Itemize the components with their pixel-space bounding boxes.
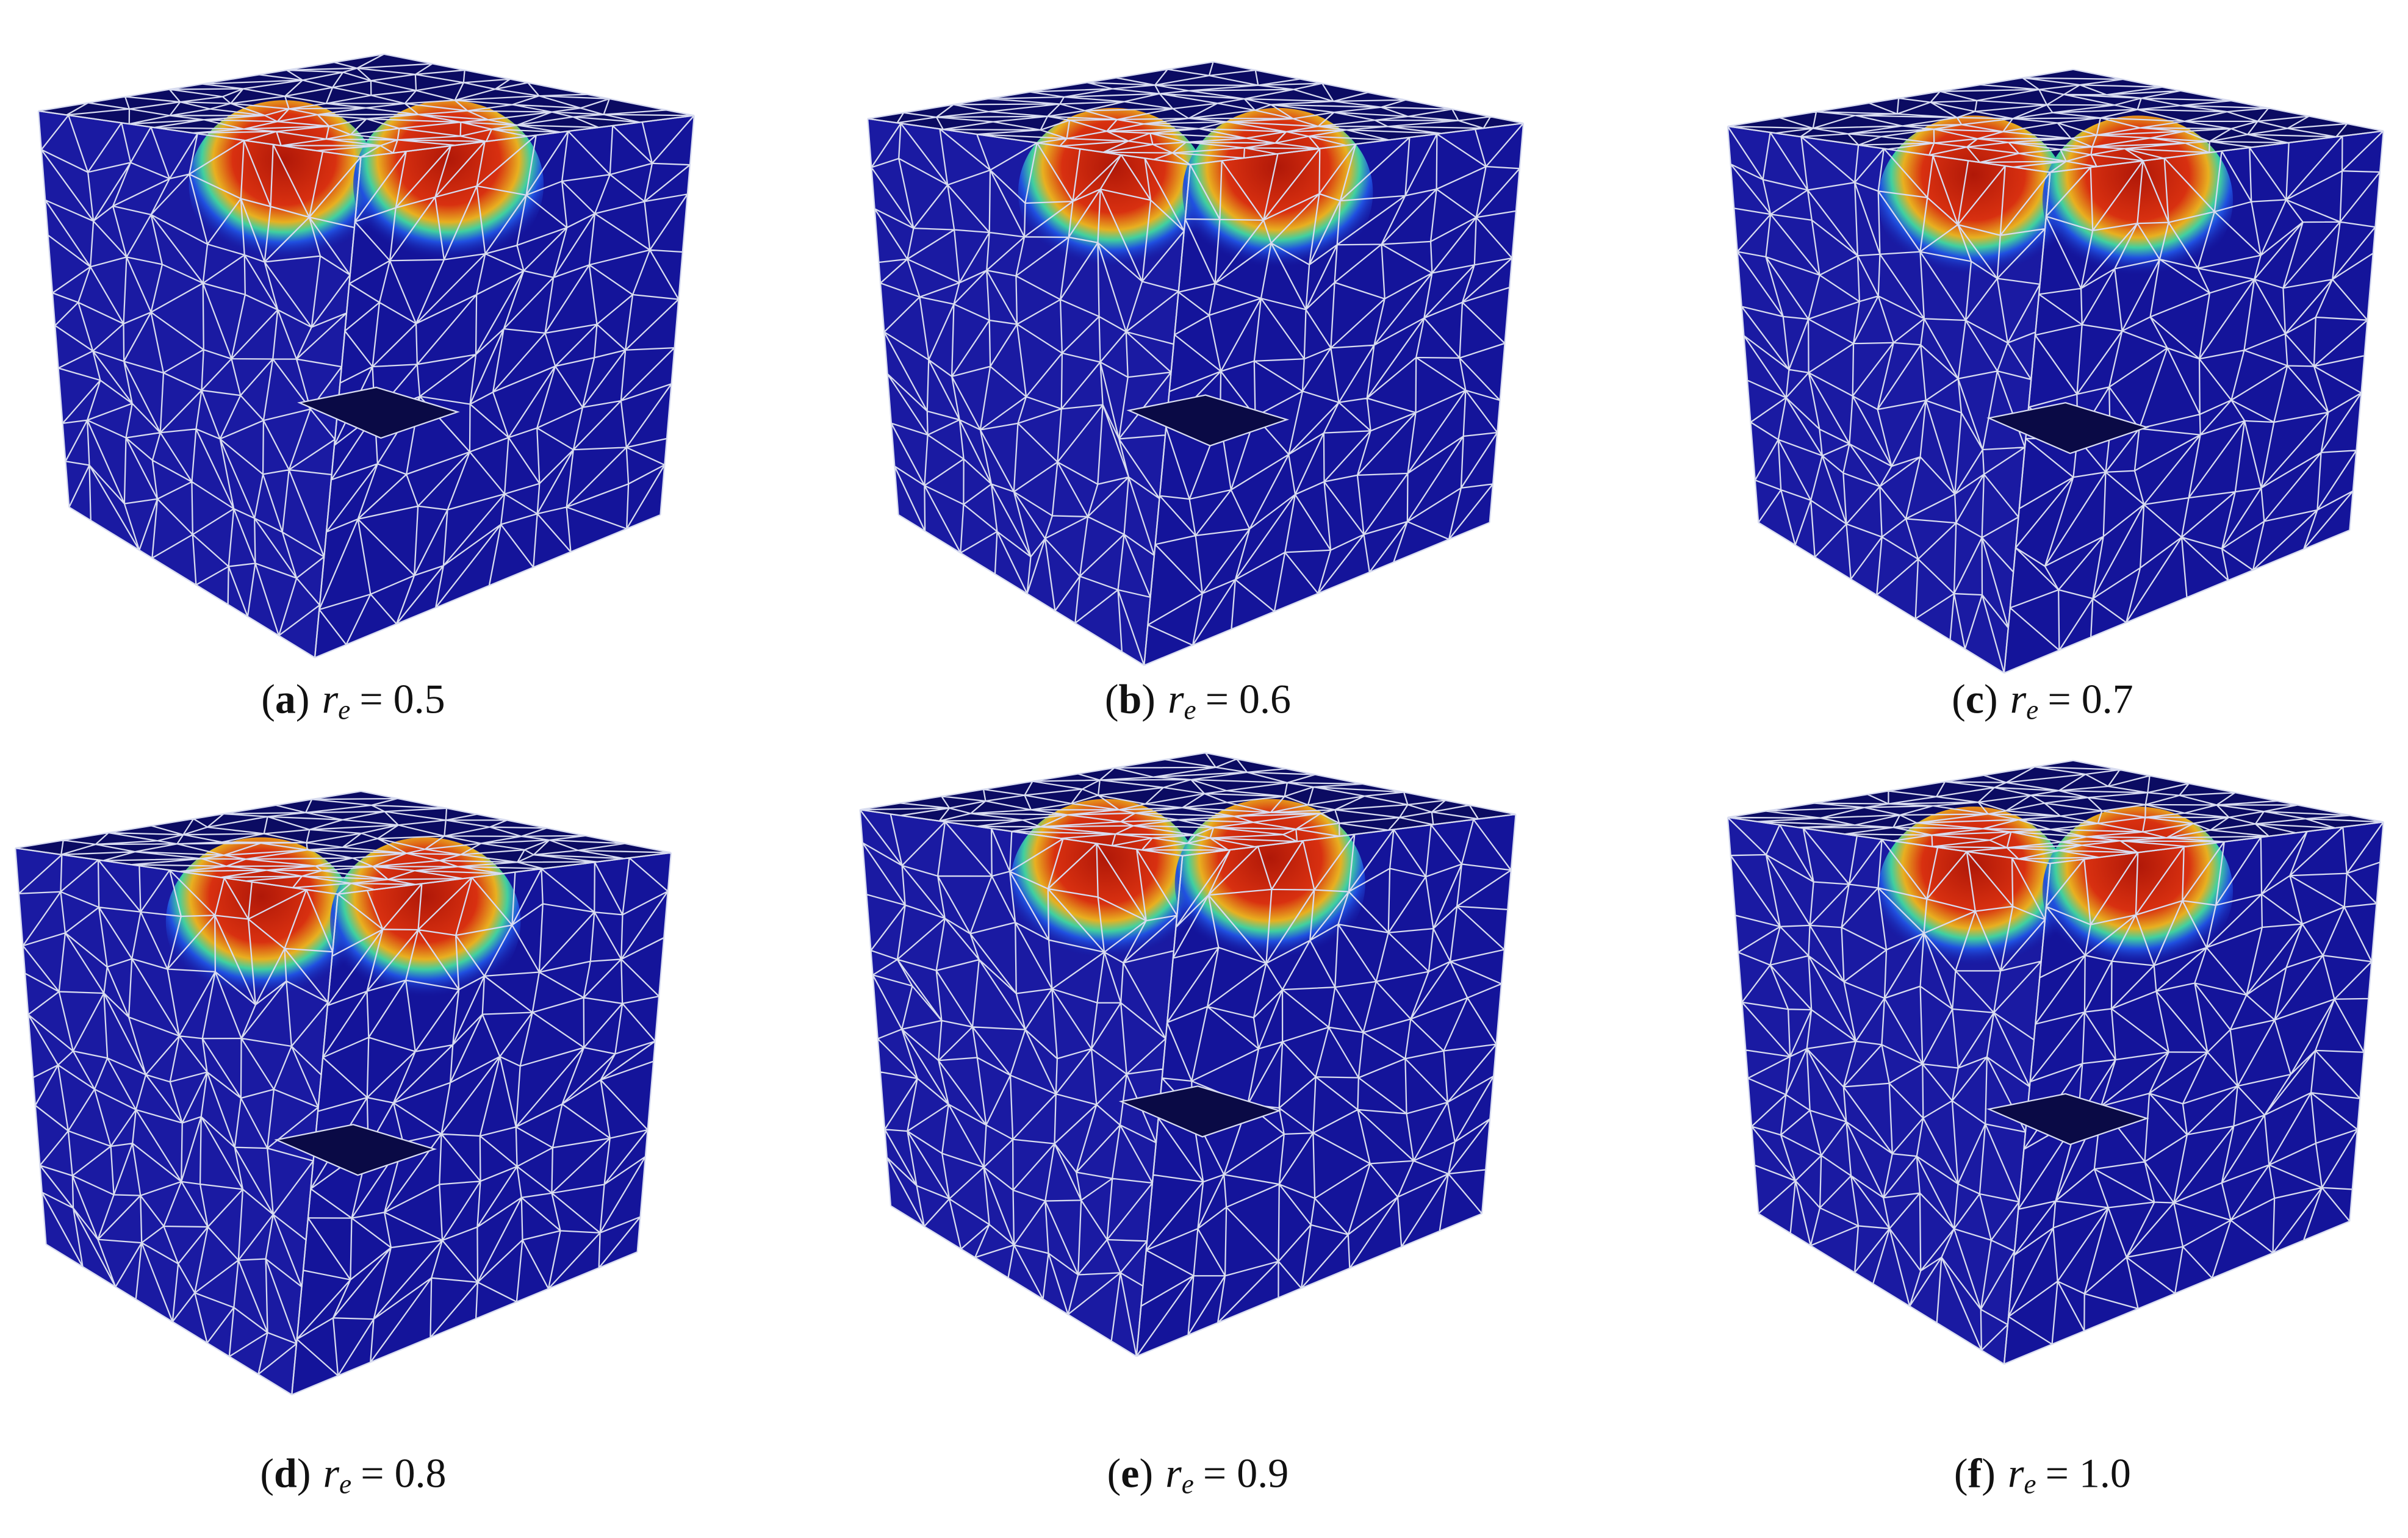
panel-caption: (c) re = 0.7 — [1952, 676, 2133, 725]
caption-letter: c — [1966, 676, 1984, 722]
mesh — [38, 53, 695, 158]
mesh — [868, 61, 1524, 166]
heat-spot — [1878, 807, 2069, 976]
caption-subscript: e — [1182, 1468, 1194, 1499]
cube-render — [1727, 760, 2384, 1365]
caption-open: ( — [1952, 676, 1966, 722]
heat-spot — [165, 837, 356, 1007]
caption-open: ( — [1105, 676, 1119, 722]
panel-caption: (d) re = 0.8 — [260, 1450, 446, 1499]
cutout — [1986, 1093, 2149, 1146]
caption-symbol: r — [322, 676, 339, 722]
heat-spot — [189, 100, 379, 270]
heat-spot — [353, 100, 544, 270]
cutout — [1986, 401, 2149, 455]
mesh — [2003, 130, 2384, 674]
heat-spot — [1878, 115, 2069, 285]
caption-subscript: e — [1184, 695, 1196, 725]
caption-close: ) — [1139, 1450, 1153, 1496]
heat-spot — [1182, 107, 1373, 277]
mesh — [37, 110, 362, 658]
cube-render — [15, 790, 672, 1396]
caption-letter: e — [1121, 1450, 1139, 1496]
mesh — [291, 852, 672, 1396]
mesh — [867, 118, 1191, 666]
mesh — [1727, 125, 2051, 674]
mesh — [859, 809, 1184, 1357]
cutout — [274, 1124, 437, 1176]
panel-caption: (a) re = 0.5 — [261, 676, 445, 725]
mesh — [15, 847, 339, 1396]
caption-value: = 0.5 — [359, 676, 445, 722]
caption-close: ) — [1141, 676, 1155, 722]
caption-open: ( — [260, 1450, 274, 1496]
caption-value: = 0.6 — [1206, 676, 1291, 722]
caption-symbol: r — [2008, 1450, 2024, 1496]
panel-caption: (b) re = 0.6 — [1105, 676, 1291, 725]
caption-symbol: r — [1168, 676, 1184, 722]
caption-value: = 1.0 — [2046, 1450, 2131, 1496]
cutout — [297, 386, 460, 439]
caption-letter: d — [274, 1450, 297, 1496]
caption-subscript: e — [2026, 695, 2038, 725]
caption-subscript: e — [2024, 1468, 2036, 1499]
caption-close: ) — [297, 1450, 311, 1496]
mesh — [1727, 760, 2384, 864]
cutout — [1126, 394, 1290, 447]
mesh — [314, 115, 695, 659]
caption-letter: f — [1968, 1450, 1983, 1496]
mesh — [1727, 816, 2051, 1365]
caption-open: ( — [1107, 1450, 1121, 1496]
caption-value: = 0.7 — [2047, 676, 2133, 722]
caption-symbol: r — [2010, 676, 2027, 722]
caption-open: ( — [261, 676, 275, 722]
heat-spot — [2042, 807, 2234, 976]
caption-subscript: e — [339, 1468, 351, 1499]
mesh — [15, 790, 672, 895]
cube-render — [867, 61, 1525, 666]
caption-letter: a — [275, 676, 296, 722]
caption-close: ) — [1982, 1450, 1996, 1496]
caption-value: = 0.9 — [1203, 1450, 1288, 1496]
caption-subscript: e — [338, 695, 350, 725]
cube-top — [1727, 69, 2384, 173]
cube-render — [37, 53, 695, 659]
cube-render — [1727, 68, 2384, 674]
caption-close: ) — [296, 676, 310, 722]
caption-symbol: r — [323, 1450, 340, 1496]
caption-symbol: r — [1165, 1450, 1182, 1496]
caption-value: = 0.8 — [361, 1450, 446, 1496]
caption-letter: b — [1118, 676, 1141, 722]
panel-caption: (f) re = 1.0 — [1954, 1450, 2131, 1499]
mesh — [1143, 122, 1525, 666]
heat-spot — [1010, 799, 1201, 968]
mesh — [860, 752, 1516, 857]
mesh — [2003, 821, 2384, 1365]
cutout — [1118, 1085, 1282, 1138]
panel-caption: (e) re = 0.9 — [1107, 1450, 1289, 1499]
caption-open: ( — [1954, 1450, 1968, 1496]
mesh — [1727, 68, 2384, 173]
mesh — [1135, 813, 1517, 1357]
cube-render — [859, 752, 1517, 1357]
caption-close: ) — [1984, 676, 1998, 722]
